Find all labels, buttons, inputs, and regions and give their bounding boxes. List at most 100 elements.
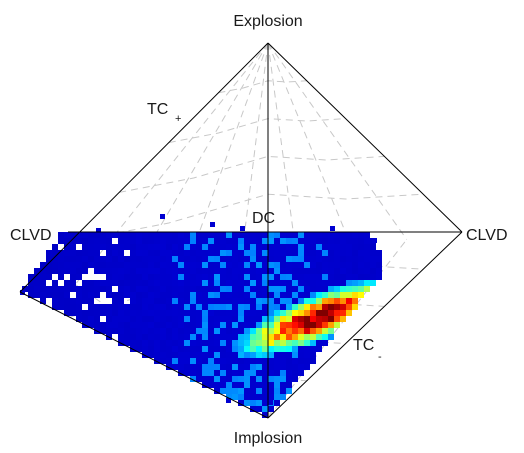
density-cell — [232, 268, 238, 274]
density-cell — [244, 352, 250, 358]
density-cell — [286, 280, 292, 286]
density-cell — [166, 364, 172, 370]
density-cell — [76, 232, 82, 238]
density-cell — [124, 304, 130, 310]
density-cell — [238, 400, 244, 406]
density-cell — [250, 370, 256, 376]
density-cell — [208, 274, 214, 280]
density-cell — [358, 256, 364, 262]
density-cell — [286, 328, 292, 334]
density-cell — [118, 244, 124, 250]
density-cell — [112, 298, 118, 304]
density-cell — [70, 280, 76, 286]
density-cell — [190, 334, 196, 340]
density-cell — [292, 286, 298, 292]
density-cell — [136, 256, 142, 262]
diagram-outline — [19, 42, 463, 419]
density-cell — [130, 238, 136, 244]
density-cell — [40, 292, 46, 298]
density-cell — [208, 346, 214, 352]
density-cell — [244, 244, 250, 250]
density-cell — [202, 250, 208, 256]
density-cell — [202, 244, 208, 250]
density-cell — [196, 364, 202, 370]
density-cell — [310, 358, 316, 364]
density-cell — [172, 238, 178, 244]
density-cell — [208, 292, 214, 298]
density-cell — [310, 298, 316, 304]
density-cell — [304, 232, 310, 238]
density-cell — [106, 232, 112, 238]
density-cell — [184, 328, 190, 334]
density-cell — [256, 268, 262, 274]
density-cell — [130, 316, 136, 322]
density-cell — [340, 304, 346, 310]
density-cell — [202, 262, 208, 268]
density-cell — [154, 232, 160, 238]
density-cell — [160, 310, 166, 316]
density-cell — [298, 232, 304, 238]
density-cell — [124, 316, 130, 322]
density-cell — [340, 262, 346, 268]
density-cell — [244, 328, 250, 334]
density-cell — [160, 298, 166, 304]
density-cell — [226, 346, 232, 352]
density-cell — [328, 238, 334, 244]
density-outlier — [96, 228, 101, 233]
density-cell — [88, 322, 94, 328]
density-cell — [172, 322, 178, 328]
density-cell — [178, 304, 184, 310]
density-cell — [316, 232, 322, 238]
density-cell — [166, 328, 172, 334]
density-cell — [328, 232, 334, 238]
density-cell — [334, 250, 340, 256]
density-cell — [238, 382, 244, 388]
density-cell — [202, 280, 208, 286]
density-cell — [280, 364, 286, 370]
density-cell — [280, 304, 286, 310]
density-cell — [340, 268, 346, 274]
density-cell — [94, 316, 100, 322]
density-cell — [148, 292, 154, 298]
density-cell — [172, 328, 178, 334]
density-cell — [310, 292, 316, 298]
density-cell — [88, 304, 94, 310]
density-cell — [214, 346, 220, 352]
density-cell — [250, 232, 256, 238]
density-cell — [322, 304, 328, 310]
density-cell — [274, 298, 280, 304]
density-cell — [322, 250, 328, 256]
density-cell — [118, 316, 124, 322]
density-cell — [238, 256, 244, 262]
density-cell — [220, 352, 226, 358]
density-cell — [70, 304, 76, 310]
density-cell — [262, 298, 268, 304]
density-cell — [298, 370, 304, 376]
density-cell — [208, 298, 214, 304]
density-cell — [262, 400, 268, 406]
density-cell — [274, 304, 280, 310]
density-cell — [292, 310, 298, 316]
density-cell — [202, 304, 208, 310]
density-cell — [106, 310, 112, 316]
density-cell — [142, 280, 148, 286]
density-cell — [352, 298, 358, 304]
density-cell — [364, 250, 370, 256]
density-cell — [322, 262, 328, 268]
density-cell — [88, 298, 94, 304]
density-cell — [346, 304, 352, 310]
density-cell — [376, 250, 382, 256]
density-cell — [244, 298, 250, 304]
density-cell — [148, 304, 154, 310]
density-cell — [190, 358, 196, 364]
density-cell — [130, 274, 136, 280]
density-cell — [106, 262, 112, 268]
density-cell — [298, 262, 304, 268]
density-cell — [202, 376, 208, 382]
density-cell — [298, 286, 304, 292]
density-cell — [310, 310, 316, 316]
density-cell — [70, 262, 76, 268]
density-cell — [232, 328, 238, 334]
density-cell — [160, 244, 166, 250]
density-cell — [274, 388, 280, 394]
